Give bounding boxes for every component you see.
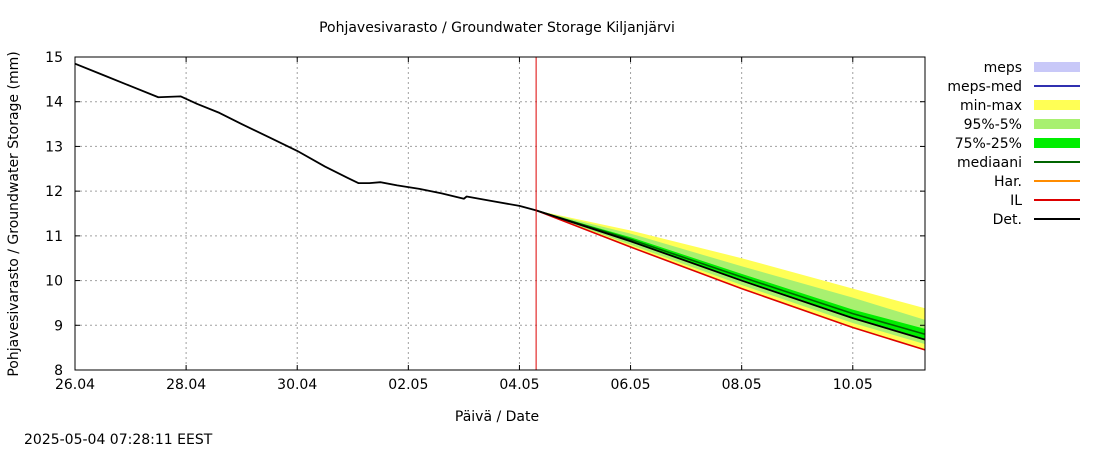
y-tick-label: 9	[54, 318, 63, 334]
legend: meps meps-med min-max 95%-5% 75%-25% mediaani…	[947, 60, 1080, 228]
plot-area	[75, 57, 925, 370]
x-tick-label: 30.04	[277, 377, 317, 393]
grid-lines	[75, 57, 925, 370]
legend-swatch-meps	[1034, 62, 1080, 72]
x-tick-label: 08.05	[722, 377, 762, 393]
legend-label-meps: meps	[984, 60, 1022, 76]
legend-label-det: Det.	[993, 212, 1022, 228]
x-tick-label: 26.04	[55, 377, 95, 393]
y-tick-label: 14	[45, 95, 63, 111]
il-line	[535, 209, 926, 351]
observed-line	[74, 62, 537, 212]
legend-swatch-minmax	[1034, 100, 1080, 110]
plot-frame	[74, 56, 926, 371]
y-tick-label: 13	[45, 139, 63, 155]
x-tick-label: 02.05	[388, 377, 428, 393]
series-lines	[74, 57, 926, 370]
legend-swatch-p95_5	[1034, 119, 1080, 129]
y-tick-label: 12	[45, 184, 63, 200]
y-tick-label: 10	[45, 274, 63, 290]
x-tick-label: 06.05	[611, 377, 651, 393]
legend-label-p95_5: 95%-5%	[964, 117, 1022, 133]
x-tick-label: 28.04	[166, 377, 206, 393]
x-tick-label: 10.05	[833, 377, 873, 393]
det-forecast-line	[535, 209, 926, 341]
legend-label-meps_med: meps-med	[947, 79, 1022, 95]
y-tick-label: 11	[45, 229, 63, 245]
plot-background	[75, 57, 925, 370]
chart-title: Pohjavesivarasto / Groundwater Storage K…	[319, 20, 675, 36]
y-tick-label: 15	[45, 50, 63, 66]
legend-label-minmax: min-max	[960, 98, 1022, 114]
legend-swatch-p75_25	[1034, 138, 1080, 148]
legend-label-har: Har.	[994, 174, 1022, 190]
y-tick-label: 8	[54, 363, 63, 379]
timestamp: 2025-05-04 07:28:11 EEST	[24, 432, 213, 448]
median-line	[535, 209, 926, 335]
plot-border	[74, 56, 926, 371]
legend-label-il: IL	[1010, 193, 1022, 209]
axis-ticks: 8 9 10 11 12 13 14 15 26.04 28.04 30.04 02.05 04.05 0…	[45, 50, 925, 393]
y-axis-label: Pohjavesivarasto / Groundwater Storage (…	[6, 51, 22, 376]
legend-label-median: mediaani	[957, 155, 1022, 171]
x-tick-label: 04.05	[499, 377, 539, 393]
legend-label-p75_25: 75%-25%	[955, 136, 1022, 152]
x-axis-label: Päivä / Date	[455, 409, 539, 425]
